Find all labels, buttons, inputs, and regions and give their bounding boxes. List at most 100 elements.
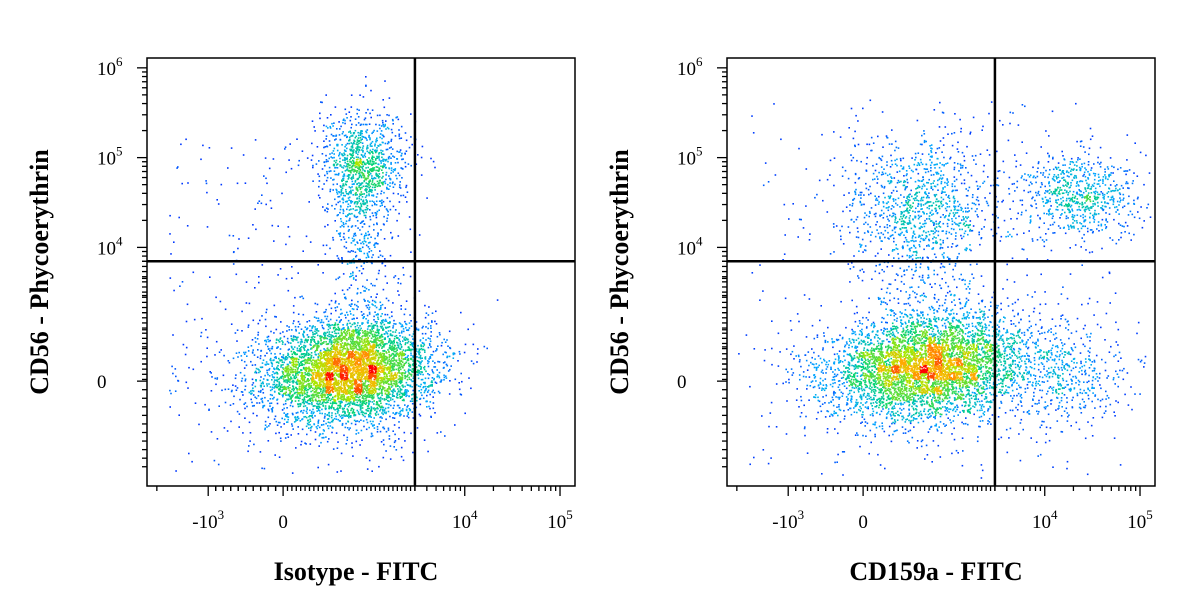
event-dot <box>255 380 257 382</box>
event-dot <box>373 178 375 180</box>
event-dot <box>381 182 383 184</box>
event-dot <box>388 115 390 117</box>
event-dot <box>334 342 336 344</box>
event-dot <box>351 408 353 410</box>
event-dot <box>389 185 391 187</box>
event-dot <box>396 449 398 451</box>
event-dot <box>420 363 422 365</box>
event-dot <box>360 166 362 168</box>
event-dot <box>346 159 348 161</box>
event-dot <box>306 321 308 323</box>
event-dot <box>428 314 430 316</box>
event-dot <box>436 376 438 378</box>
event-dot <box>258 282 260 284</box>
event-dot <box>375 124 377 126</box>
event-dot <box>317 173 319 175</box>
event-dot <box>323 405 325 407</box>
event-dot <box>289 236 291 238</box>
event-dot <box>323 162 325 164</box>
event-dot <box>382 321 384 323</box>
event-dot <box>407 191 409 193</box>
event-dot <box>402 367 404 369</box>
event-dot <box>269 423 271 425</box>
event-dot <box>378 164 380 166</box>
event-dot <box>306 426 308 428</box>
event-dot <box>400 323 402 325</box>
event-dot <box>347 437 349 439</box>
event-dot <box>285 172 287 174</box>
event-dot <box>304 342 306 344</box>
event-dot <box>388 428 390 430</box>
event-dot <box>410 251 412 253</box>
event-dot <box>371 338 373 340</box>
event-dot <box>366 209 368 211</box>
event-dot <box>286 359 288 361</box>
event-dot <box>316 317 318 319</box>
event-dot <box>331 134 333 136</box>
event-dot <box>323 400 325 402</box>
event-dot <box>371 303 373 305</box>
event-dot <box>328 399 330 401</box>
event-dot <box>342 122 344 124</box>
event-dot <box>363 136 365 138</box>
event-dot <box>380 342 382 344</box>
event-dot <box>385 364 387 366</box>
event-dot <box>343 435 345 437</box>
event-dot <box>375 414 377 416</box>
event-dot <box>346 148 348 150</box>
event-dot <box>369 137 371 139</box>
event-dot <box>399 386 401 388</box>
event-dot <box>266 361 268 363</box>
event-dot <box>406 409 408 411</box>
event-dot <box>381 202 383 204</box>
event-dot <box>392 349 394 351</box>
event-dot <box>343 199 345 201</box>
event-dot <box>300 362 302 364</box>
event-dot <box>384 350 386 352</box>
event-dot <box>372 181 374 183</box>
event-dot <box>325 146 327 148</box>
event-dot <box>269 405 271 407</box>
event-dot <box>370 161 372 163</box>
event-dot <box>342 424 344 426</box>
event-dot <box>246 365 248 367</box>
event-dot <box>373 336 375 338</box>
event-dot <box>169 390 171 392</box>
event-dot <box>428 347 430 349</box>
event-dot <box>338 326 340 328</box>
event-dot <box>266 426 268 428</box>
event-dot <box>307 340 309 342</box>
event-dot <box>341 180 343 182</box>
event-dot <box>367 205 369 207</box>
event-dot <box>350 273 352 275</box>
event-dot <box>436 323 438 325</box>
event-dot <box>307 327 309 329</box>
event-dot <box>301 328 303 330</box>
event-dot <box>350 341 352 343</box>
event-dot <box>273 240 275 242</box>
event-dot <box>377 243 379 245</box>
event-dot <box>278 369 280 371</box>
event-dot <box>278 339 280 341</box>
event-dot <box>394 424 396 426</box>
event-dot <box>405 187 407 189</box>
event-dot <box>398 427 400 429</box>
event-dot <box>317 364 319 366</box>
event-dot <box>263 175 265 177</box>
event-dot <box>306 392 308 394</box>
event-dot <box>307 362 309 364</box>
event-dot <box>353 158 355 160</box>
event-dot <box>331 123 333 125</box>
event-dot <box>366 331 368 333</box>
event-dot <box>291 423 293 425</box>
event-dot <box>366 400 368 402</box>
event-dot <box>459 353 461 355</box>
event-dot <box>293 388 295 390</box>
event-dot <box>418 350 420 352</box>
event-dot <box>316 426 318 428</box>
event-dot <box>274 353 276 355</box>
event-dot <box>411 325 413 327</box>
event-dot <box>355 174 357 176</box>
event-dot <box>398 294 400 296</box>
event-dot <box>366 202 368 204</box>
